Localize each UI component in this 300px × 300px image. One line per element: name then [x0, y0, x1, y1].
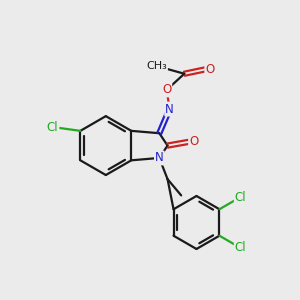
Text: O: O [162, 83, 171, 96]
Text: Cl: Cl [235, 190, 246, 203]
Text: Cl: Cl [235, 242, 246, 254]
Text: O: O [189, 135, 198, 148]
Text: CH₃: CH₃ [146, 61, 167, 71]
Text: O: O [205, 63, 214, 76]
Text: N: N [165, 103, 174, 116]
Text: N: N [155, 152, 164, 164]
Text: Cl: Cl [47, 122, 58, 134]
